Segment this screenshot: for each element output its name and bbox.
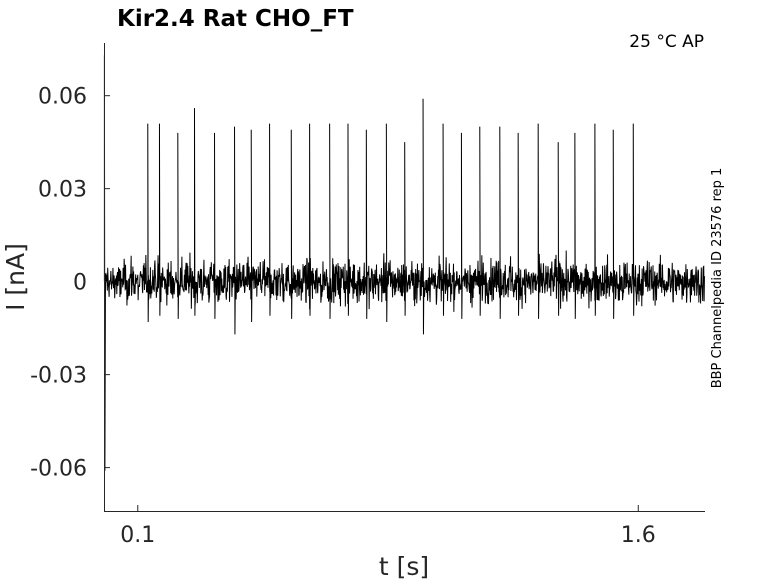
x-tick-label: 1.6 [621,523,656,548]
current-trace-line [103,55,706,471]
y-tick-label: -0.03 [30,364,87,389]
axes: 0.06 0.03 0 -0.03 -0.06 0.1 1.6 [30,43,705,548]
y-tick-label: 0 [73,271,87,296]
chart-title: Kir2.4 Rat CHO_FT [117,6,354,32]
plot-area [103,55,706,471]
y-tick-label: -0.06 [30,457,87,482]
x-tick-label: 0.1 [120,523,155,548]
x-axis-ticks: 0.1 1.6 [120,505,656,548]
y-axis-label: I [nA] [1,243,30,311]
y-tick-label: 0.03 [38,178,87,203]
y-tick-label: 0.06 [38,85,87,110]
condition-label: 25 °C AP [629,32,704,52]
y-axis-ticks: 0.06 0.03 0 -0.03 -0.06 [30,85,110,482]
x-axis-label: t [s] [379,552,429,581]
channelpedia-id-label: BBP Channelpedia ID 23576 rep 1 [710,168,725,389]
